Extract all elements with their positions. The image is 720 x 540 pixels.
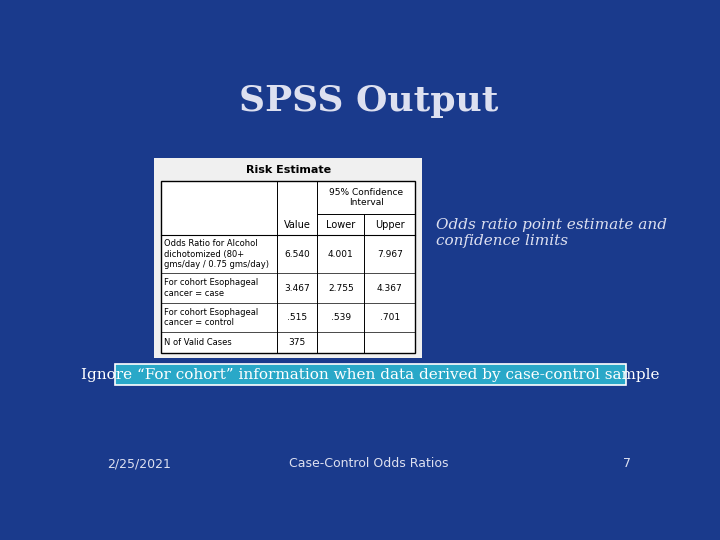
Text: Upper: Upper [375, 220, 405, 229]
FancyBboxPatch shape [154, 158, 422, 358]
FancyBboxPatch shape [161, 181, 415, 353]
Text: Odds Ratio for Alcohol
dichotomized (80+
gms/day / 0.75 gms/day): Odds Ratio for Alcohol dichotomized (80+… [164, 239, 269, 269]
Text: 4.367: 4.367 [377, 284, 402, 293]
Text: .701: .701 [380, 313, 400, 322]
Text: 6.540: 6.540 [284, 249, 310, 259]
Text: 95% Confidence
Interval: 95% Confidence Interval [329, 188, 403, 207]
Text: For cohort Esophageal
cancer = control: For cohort Esophageal cancer = control [164, 308, 258, 327]
Text: For cohort Esophageal
cancer = case: For cohort Esophageal cancer = case [164, 279, 258, 298]
Text: 375: 375 [289, 338, 305, 347]
Text: Risk Estimate: Risk Estimate [246, 165, 330, 175]
Text: Value: Value [284, 220, 310, 229]
Text: .539: .539 [330, 313, 351, 322]
Text: Odds ratio point estimate and
confidence limits: Odds ratio point estimate and confidence… [436, 218, 667, 248]
Text: Case-Control Odds Ratios: Case-Control Odds Ratios [289, 457, 449, 470]
Text: Lower: Lower [326, 220, 356, 229]
Text: 4.001: 4.001 [328, 249, 354, 259]
Text: Ignore “For cohort” information when data derived by case-control sample: Ignore “For cohort” information when dat… [81, 368, 660, 382]
Text: 3.467: 3.467 [284, 284, 310, 293]
Text: N of Valid Cases: N of Valid Cases [164, 338, 232, 347]
Text: 2/25/2021: 2/25/2021 [107, 457, 171, 470]
Text: .515: .515 [287, 313, 307, 322]
Text: 7: 7 [624, 457, 631, 470]
FancyBboxPatch shape [115, 364, 626, 385]
Text: 2.755: 2.755 [328, 284, 354, 293]
Text: SPSS Output: SPSS Output [239, 84, 499, 118]
Text: 7.967: 7.967 [377, 249, 402, 259]
